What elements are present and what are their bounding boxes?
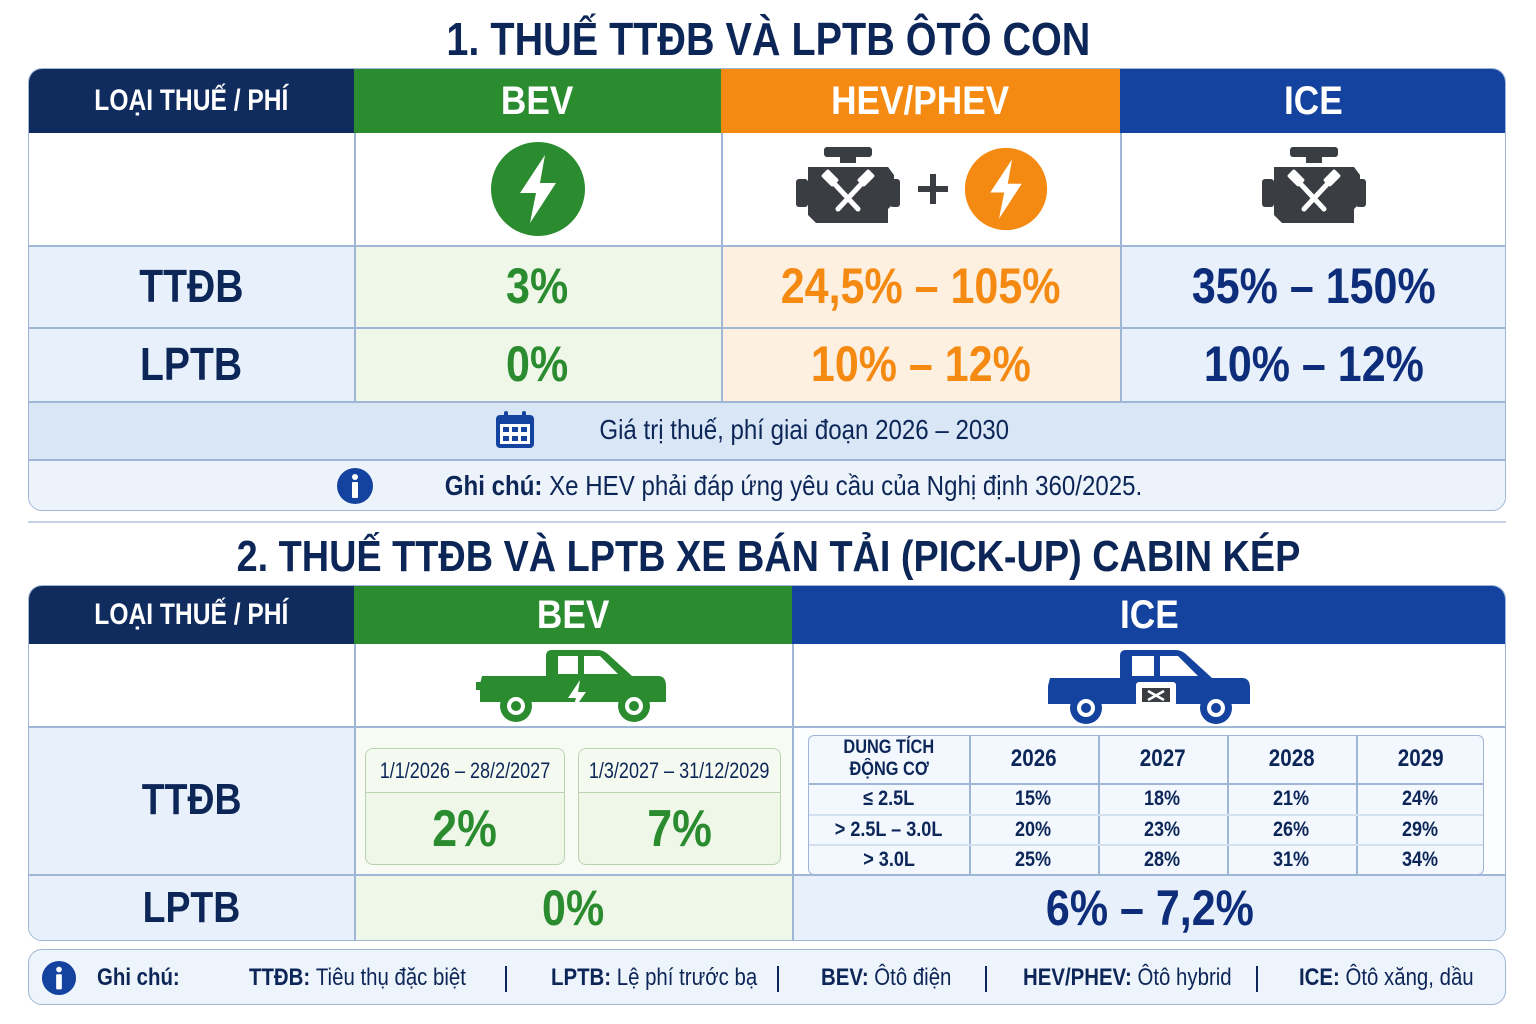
legend-label: Ghi chú: [97,964,180,991]
plus-icon [917,174,948,204]
bev-lptb-value: 0% [354,327,721,401]
hev-icon-cell [721,133,1120,245]
info-icon [41,960,77,996]
legend-item-bev: BEV: Ôtô điện [821,964,952,991]
bev-ttdb-value: 3% [354,245,721,327]
calendar-icon [495,411,534,448]
legend-item-ice: ICE: Ôtô xăng, dầu [1299,964,1474,991]
legend-item-hev-phev: HEV/PHEV: Ôtô hybrid [1023,964,1232,991]
legend-item-ttdb: TTĐB: Tiêu thụ đặc biệt [249,964,466,991]
ice-icon-cell [1120,133,1505,245]
header-ice: ICE [1120,69,1505,133]
bev-period-1: 1/1/2026 – 28/2/2027 2% [365,748,565,865]
engine-icon [795,147,900,223]
bev-lptb-value: 0% [354,874,792,940]
section1-title: 1. THUẾ TTĐB VÀ LPTB ÔTÔ CON [446,13,1090,65]
section-divider [28,521,1506,523]
section1-table: LOẠI THUẾ / PHÍ BEV HEV/PHEV ICE [28,68,1506,511]
rate-cell: 20% [1015,818,1052,841]
rate-cell: 26% [1273,818,1310,841]
row-label-lptb: LPTB [29,874,354,940]
capacity-cell: ≤ 2.5L [863,787,915,810]
rate-cell: 21% [1273,787,1310,810]
rate-cell: 15% [1015,787,1052,810]
rate-cell: 28% [1144,848,1181,871]
rate-cell: 18% [1144,787,1181,810]
legend-bar: Ghi chú: TTĐB: Tiêu thụ đặc biệt LPTB: L… [28,949,1506,1005]
ice-pickup-icon-cell [792,644,1505,726]
hev-lptb-value: 10% – 12% [721,327,1120,401]
ice-ttdb-value: 35% – 150% [1120,245,1505,327]
row-label-ttdb: TTĐB [29,726,354,874]
hev-ttdb-value: 24,5% – 105% [721,245,1120,327]
electric-pickup-icon [476,650,666,722]
note-row: Ghi chú: Xe HEV phải đáp ứng yêu cầu của… [29,459,1505,510]
rate-cell: 24% [1402,787,1439,810]
year-header: 2028 [1268,745,1315,772]
note-text: Ghi chú: Xe HEV phải đáp ứng yêu cầu của… [445,469,1143,501]
bev-icon-cell [354,133,721,245]
row-label-ttdb: TTĐB [29,245,354,327]
capacity-cell: > 2.5L – 3.0L [835,818,943,841]
legend-item-lptb: LPTB: Lệ phí trước bạ [551,964,758,991]
section2-title: 2. THUẾ TTĐB VÀ LPTB XE BÁN TẢI (PICK-UP… [236,532,1300,581]
period-rate: 7% [647,799,712,858]
period-range: 1/1/2026 – 28/2/2027 [366,749,564,793]
capacity-cell: > 3.0L [863,848,915,871]
header-bev: BEV [354,586,792,644]
info-icon [337,467,374,504]
header-bev: BEV [354,69,721,133]
ice-ttdb-table: DUNG TÍCH ĐỘNG CƠ 2026 2027 2028 2029 ≤ … [808,735,1484,875]
engine-icon [1261,147,1366,223]
year-header: 2026 [1010,745,1057,772]
note-label: Ghi chú: [445,469,543,501]
rate-cell: 31% [1273,848,1310,871]
rate-cell: 34% [1402,848,1439,871]
lightning-icon [964,147,1047,231]
period-note: Giá trị thuế, phí giai đoạn 2026 – 2030 [599,414,1009,445]
ice-lptb-value: 10% – 12% [1120,327,1505,401]
period-range: 1/3/2027 – 31/12/2029 [579,749,780,793]
bev-pickup-icon-cell [354,644,792,726]
ice-lptb-value: 6% – 7,2% [792,874,1505,940]
year-header: 2027 [1139,745,1186,772]
rate-cell: 25% [1015,848,1052,871]
period-rate: 2% [432,799,498,858]
year-header: 2029 [1397,745,1444,772]
bev-period-2: 1/3/2027 – 31/12/2029 7% [578,748,781,865]
header-ice: ICE [792,586,1505,644]
period-row: Giá trị thuế, phí giai đoạn 2026 – 2030 [29,401,1505,459]
rate-cell: 29% [1402,818,1439,841]
capacity-header: DUNG TÍCH ĐỘNG CƠ [843,737,935,780]
rate-cell: 23% [1144,818,1181,841]
header-tax-type: LOẠI THUẾ / PHÍ [29,586,354,644]
section2-table: LOẠI THUẾ / PHÍ BEV ICE TTĐB 1/1/2026 [28,585,1506,941]
engine-pickup-icon [1047,650,1250,724]
header-hev-phev: HEV/PHEV [721,69,1120,133]
lightning-icon [490,142,585,236]
header-tax-type: LOẠI THUẾ / PHÍ [29,69,354,133]
row-label-lptb: LPTB [29,327,354,401]
